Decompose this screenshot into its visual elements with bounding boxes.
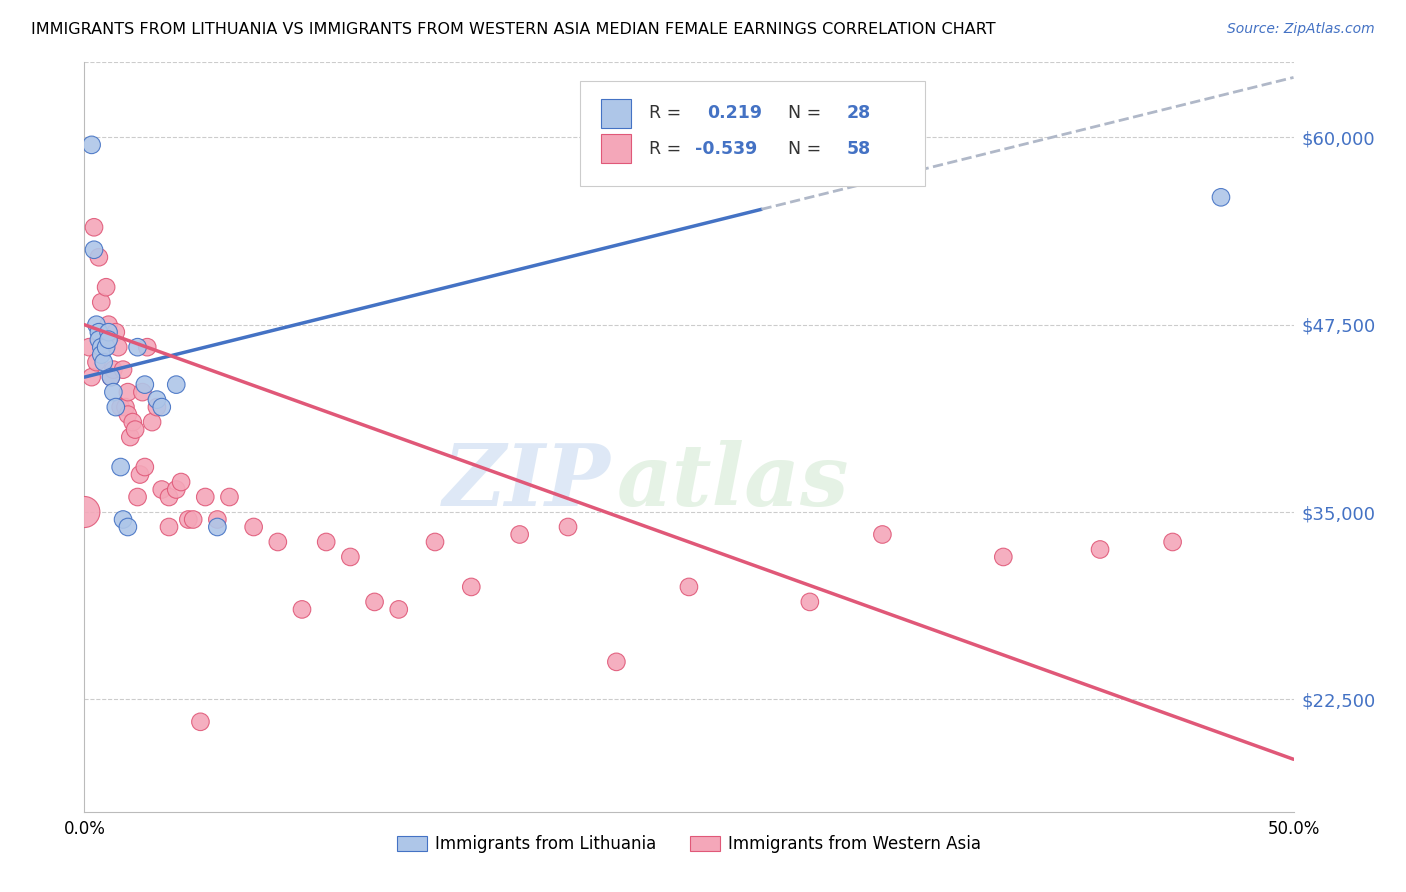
Point [104,325,127,339]
Point [1088,542,1111,557]
Point [181,512,204,526]
Point [124,423,146,437]
Point [80,137,103,152]
Text: 58: 58 [846,140,870,158]
Text: Source: ZipAtlas.com: Source: ZipAtlas.com [1227,22,1375,37]
Point [557,520,579,534]
Point [165,377,187,392]
Point [110,400,132,414]
Point [267,535,290,549]
Point [127,490,149,504]
Point [97,325,120,339]
Point [315,535,337,549]
Point [134,460,156,475]
Point [121,415,143,429]
Point [218,490,240,504]
Text: atlas: atlas [616,441,849,524]
Point [129,467,152,482]
Point [100,370,122,384]
Point [605,655,627,669]
Point [146,400,169,414]
Point [104,400,127,414]
Point [127,340,149,354]
Point [97,318,120,332]
Point [157,490,180,504]
Point [83,220,105,235]
Bar [600,135,631,163]
Point [1161,535,1184,549]
Point [134,377,156,392]
Point [423,535,446,549]
Point [73,505,96,519]
Point [799,595,821,609]
Point [120,430,142,444]
Point [291,602,314,616]
Point [83,243,105,257]
Point [993,549,1015,564]
Point [117,520,139,534]
Point [94,280,117,294]
Point [460,580,482,594]
FancyBboxPatch shape [581,81,925,186]
Point [100,370,122,384]
Point [388,602,411,616]
Text: R =: R = [650,140,682,158]
Text: N =: N = [789,104,821,122]
Text: ZIP: ZIP [443,441,610,524]
Text: -0.539: -0.539 [695,140,758,158]
Point [93,333,115,347]
Point [1209,190,1232,204]
Text: R =: R = [650,104,682,122]
Point [242,520,264,534]
Point [90,348,112,362]
Point [103,385,125,400]
Point [194,490,217,504]
Point [93,355,115,369]
Point [165,483,187,497]
Point [117,385,139,400]
Point [86,355,108,369]
Point [141,415,163,429]
Text: 28: 28 [846,104,870,122]
Point [86,318,108,332]
Point [90,340,112,354]
Text: N =: N = [789,140,821,158]
Point [136,340,159,354]
Point [190,714,212,729]
Point [207,512,229,526]
Point [150,400,173,414]
Point [112,362,135,376]
Point [177,512,200,526]
Point [170,475,193,489]
Point [114,400,136,414]
Point [87,333,110,347]
Point [339,549,361,564]
Point [131,385,153,400]
Point [94,340,117,354]
Point [678,580,700,594]
Legend: Immigrants from Lithuania, Immigrants from Western Asia: Immigrants from Lithuania, Immigrants fr… [389,829,988,860]
Point [509,527,531,541]
Point [110,460,132,475]
Point [117,408,139,422]
Point [77,340,100,354]
Point [103,362,125,376]
Point [157,520,180,534]
Point [363,595,385,609]
Point [97,333,120,347]
Bar [600,99,631,128]
Point [87,250,110,264]
Point [107,340,129,354]
Point [90,295,112,310]
Point [146,392,169,407]
Point [112,512,135,526]
Point [80,370,103,384]
Point [87,325,110,339]
Text: 0.219: 0.219 [707,104,762,122]
Text: IMMIGRANTS FROM LITHUANIA VS IMMIGRANTS FROM WESTERN ASIA MEDIAN FEMALE EARNINGS: IMMIGRANTS FROM LITHUANIA VS IMMIGRANTS … [31,22,995,37]
Point [207,520,229,534]
Point [872,527,894,541]
Point [150,483,173,497]
